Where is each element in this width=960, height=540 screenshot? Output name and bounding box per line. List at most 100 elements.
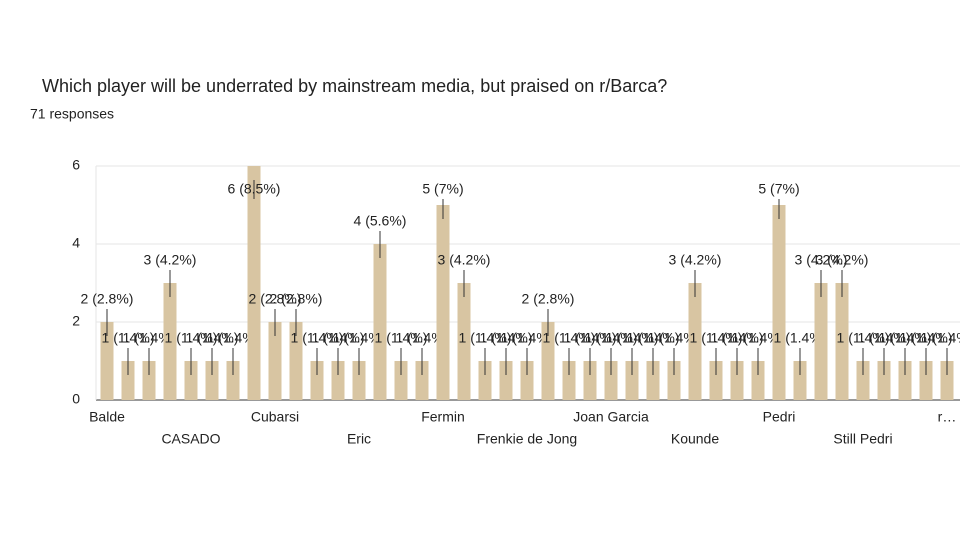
value-label: 3 (4.2%) xyxy=(438,252,491,268)
bar xyxy=(646,361,660,400)
bar xyxy=(919,361,933,400)
y-tick-label: 4 xyxy=(72,235,80,251)
x-tick-label: Frenkie de Jong xyxy=(477,431,577,447)
y-tick-label: 6 xyxy=(72,157,80,173)
bar xyxy=(625,361,639,400)
bar xyxy=(436,205,450,400)
x-tick-label: CASADO xyxy=(161,431,220,447)
value-label: 1 (1.4%) xyxy=(585,330,638,346)
bar xyxy=(751,361,765,400)
value-label: 1 (1.4%) xyxy=(501,330,554,346)
value-label: 2 (2.8%) xyxy=(270,291,323,307)
bar xyxy=(478,361,492,400)
value-label: 1 (1.4%) xyxy=(648,330,701,346)
bar xyxy=(310,361,324,400)
value-label: 1 (1.4%) xyxy=(123,330,176,346)
bar xyxy=(898,361,912,400)
value-label: 1 (1.4%) xyxy=(480,330,533,346)
value-label: 3 (4.2%) xyxy=(669,252,722,268)
value-label: 1 (1.4%) xyxy=(900,330,953,346)
bar xyxy=(226,361,240,400)
value-label: 3 (4.2%) xyxy=(816,252,869,268)
bar xyxy=(814,283,828,400)
bar xyxy=(121,361,135,400)
bar xyxy=(268,322,282,400)
bar xyxy=(709,361,723,400)
value-label: 5 (7%) xyxy=(422,181,463,197)
bar xyxy=(394,361,408,400)
value-label: 5 (7%) xyxy=(758,181,799,197)
value-label: 1 (1.4%) xyxy=(102,330,155,346)
value-label: 1 (1.4%) xyxy=(543,330,596,346)
value-label: 1 (1.4%) xyxy=(606,330,659,346)
bar xyxy=(247,166,261,400)
value-label: 1 (1.4%) xyxy=(690,330,743,346)
value-label: 3 (4.2%) xyxy=(144,252,197,268)
bar xyxy=(142,361,156,400)
bar xyxy=(499,361,513,400)
x-tick-label: Still Pedri xyxy=(833,431,892,447)
value-label: 2 (2.8%) xyxy=(249,291,302,307)
bar xyxy=(877,361,891,400)
x-tick-label: Fermin xyxy=(421,409,465,425)
value-label: 1 (1.4%) xyxy=(165,330,218,346)
value-label: 1 (1.4%) xyxy=(459,330,512,346)
bar xyxy=(289,322,303,400)
bar xyxy=(667,361,681,400)
bar xyxy=(457,283,471,400)
bar xyxy=(730,361,744,400)
value-label: 1 (1.4%) xyxy=(627,330,680,346)
value-label: 1 (1.4%) xyxy=(186,330,239,346)
value-label: 1 (1.4%) xyxy=(711,330,764,346)
bar xyxy=(562,361,576,400)
bar xyxy=(772,205,786,400)
value-label: 1 (1.4%) xyxy=(207,330,260,346)
x-tick-label: Cubarsi xyxy=(251,409,299,425)
x-tick-label: Joan Garcia xyxy=(573,409,649,425)
bar xyxy=(835,283,849,400)
bar xyxy=(352,361,366,400)
bar xyxy=(163,283,177,400)
value-label: 1 (1.4%) xyxy=(312,330,365,346)
bar xyxy=(940,361,954,400)
y-tick-label: 2 xyxy=(72,313,80,329)
bar xyxy=(520,361,534,400)
value-label: 1 (1.4%) xyxy=(837,330,890,346)
value-label: 1 (1.4%) xyxy=(774,330,827,346)
value-label: 1 (1.4%) xyxy=(858,330,911,346)
bar xyxy=(205,361,219,400)
x-tick-label: r… xyxy=(938,409,957,425)
y-tick-label: 0 xyxy=(72,391,80,407)
value-label: 2 (2.8%) xyxy=(522,291,575,307)
value-label: 1 (1.4%) xyxy=(564,330,617,346)
bar xyxy=(100,322,114,400)
bar xyxy=(331,361,345,400)
x-tick-label: Kounde xyxy=(671,431,719,447)
value-label: 2 (2.8%) xyxy=(81,291,134,307)
value-label: 4 (5.6%) xyxy=(354,213,407,229)
value-label: 1 (1.4%) xyxy=(291,330,344,346)
bar xyxy=(856,361,870,400)
value-label: 6 (8.5%) xyxy=(228,181,281,197)
x-tick-label: Balde xyxy=(89,409,125,425)
x-tick-label: Pedri xyxy=(763,409,796,425)
value-label: 1 (1.4%) xyxy=(396,330,449,346)
bar xyxy=(373,244,387,400)
bar xyxy=(541,322,555,400)
bar xyxy=(583,361,597,400)
bar xyxy=(415,361,429,400)
bar xyxy=(604,361,618,400)
value-label: 1 (1.4%) xyxy=(921,330,960,346)
value-label: 3 (4.2%) xyxy=(795,252,848,268)
value-label: 1 (1.4%) xyxy=(333,330,386,346)
chart-title: Which player will be underrated by mains… xyxy=(42,76,667,96)
value-label: 1 (1.4%) xyxy=(732,330,785,346)
bar xyxy=(688,283,702,400)
bar xyxy=(184,361,198,400)
bar xyxy=(793,361,807,400)
response-count: 71 responses xyxy=(30,106,114,122)
x-tick-label: Eric xyxy=(347,431,371,447)
value-label: 1 (1.4%) xyxy=(879,330,932,346)
value-label: 1 (1.4%) xyxy=(375,330,428,346)
